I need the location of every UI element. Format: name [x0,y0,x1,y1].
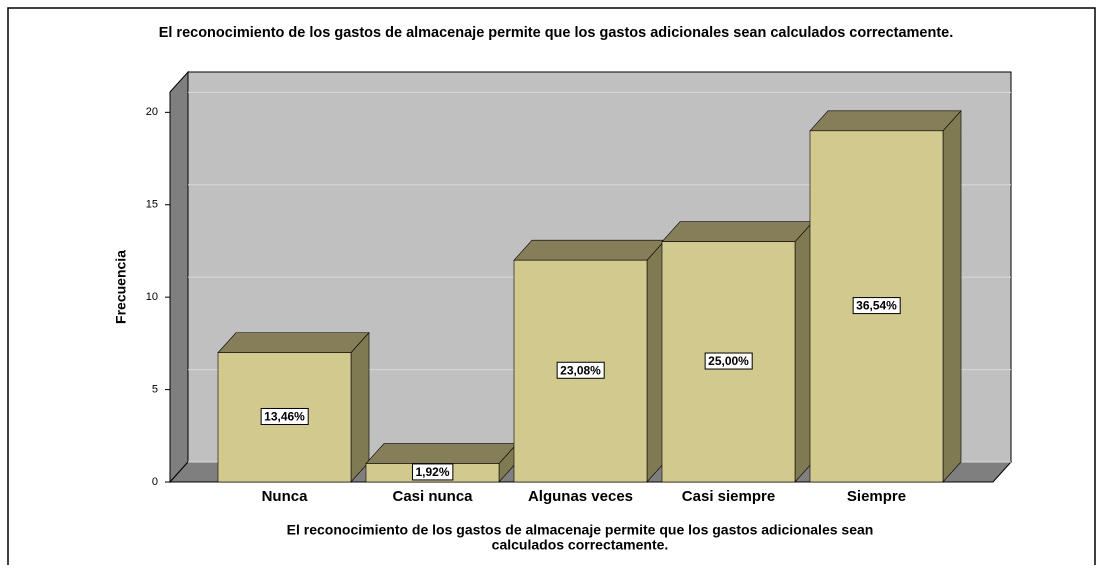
data-label: 36,54% [856,299,897,313]
data-label-box [411,463,454,481]
y-tick-label: 15 [146,199,158,211]
bar-top [365,443,518,464]
bar-side [350,331,370,483]
y-axis-label: Frecuencia [113,250,129,324]
data-label-box [260,407,309,425]
chart-title: El reconocimiento de los gastos de almac… [159,25,954,41]
x-axis-label: calculados correctamente. [492,537,669,553]
data-label-box [704,352,753,370]
y-tick-label: 10 [146,291,158,303]
y-tick-label: 20 [146,106,158,118]
data-label: 25,00% [708,354,749,368]
bar-top [513,239,666,261]
data-label: 1,92% [415,465,449,479]
bar [661,241,796,483]
x-tick-label: Algunas veces [528,488,633,505]
x-tick-label: Casi nunca [392,488,473,505]
data-label-box [556,361,605,379]
bar-top [661,221,814,243]
side-wall [169,70,189,484]
x-tick-label: Nunca [262,488,309,505]
data-label: 13,46% [264,409,305,423]
x-axis-label: El reconocimiento de los gastos de almac… [287,522,874,538]
bar-side [942,110,962,483]
bar-top [809,110,962,132]
x-tick-label: Siempre [847,488,906,505]
y-tick-label: 0 [152,476,158,488]
data-label: 23,08% [560,363,601,377]
x-tick-label: Casi siempre [682,488,775,505]
data-label-box [852,297,901,315]
y-tick-label: 5 [152,383,158,395]
bar-top [217,332,370,353]
